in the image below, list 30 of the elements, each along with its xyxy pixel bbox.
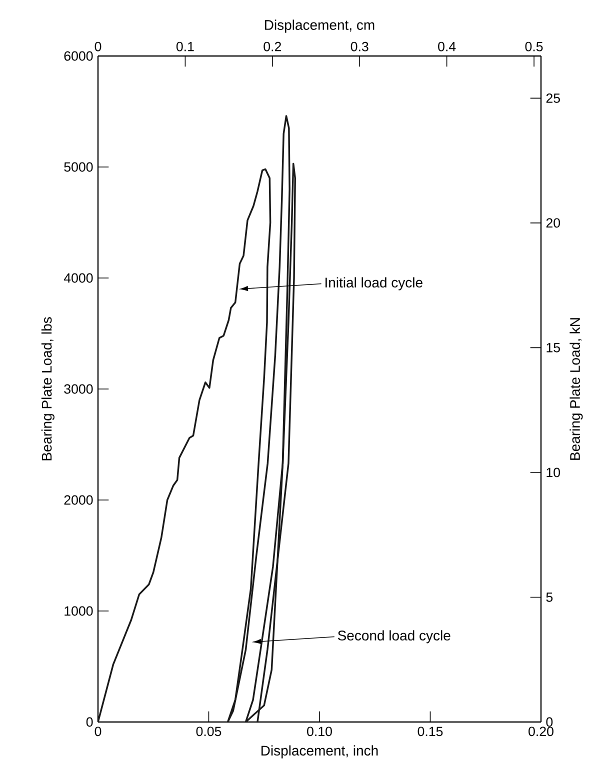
- y2-tick-label: 25: [546, 93, 560, 103]
- x2-tick-label: 0.5: [525, 42, 543, 52]
- x2-axis-title: Displacement, cm: [265, 20, 374, 33]
- y-tick-label: 4000: [64, 273, 93, 283]
- y-tick-label: 0: [86, 717, 93, 727]
- y-axis-title: Bearing Plate Load, lbs: [41, 317, 54, 460]
- y2-tick-label: 10: [546, 468, 560, 478]
- y2-axis-title: Bearing Plate Load, kN: [570, 318, 583, 460]
- y2-tick-label: 15: [546, 343, 560, 352]
- y2-tick-label: 20: [546, 218, 560, 228]
- annotation: Initial load cycle: [326, 277, 422, 290]
- x-tick-label: 0: [94, 726, 102, 736]
- y-tick-label: 6000: [64, 51, 93, 61]
- x-tick-label: 0.15: [418, 726, 443, 736]
- y-tick-label: 3000: [64, 384, 93, 394]
- x-axis-title: Displacement, inch: [262, 745, 378, 758]
- x-tick-label: 0.05: [196, 726, 222, 736]
- x2-tick-label: 0.2: [264, 42, 282, 52]
- annotation: Second load cycle: [338, 630, 450, 644]
- x2-tick-label: 0.4: [438, 42, 456, 52]
- y-tick-label: 1000: [64, 606, 93, 616]
- y-tick-label: 2000: [64, 495, 93, 505]
- y-tick-label: 5000: [64, 162, 93, 172]
- x2-tick-label: 0: [94, 42, 102, 52]
- y2-tick-label: 5: [546, 592, 553, 602]
- x-tick-label: 0.10: [307, 726, 332, 736]
- y2-tick-label: 0: [546, 717, 553, 727]
- x2-tick-label: 0.3: [350, 42, 368, 52]
- x-tick-label: 0.20: [528, 726, 554, 736]
- x2-tick-label: 0.1: [176, 42, 194, 52]
